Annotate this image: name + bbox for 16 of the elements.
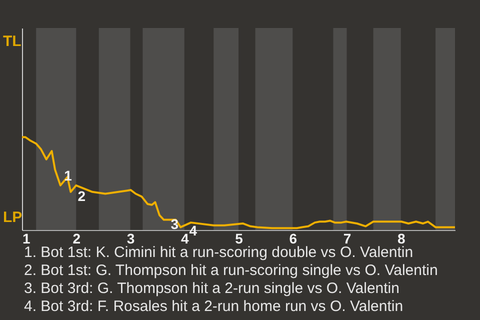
text: TL — [3, 33, 22, 50]
annotation: 2 — [78, 188, 86, 204]
x-tick-label: 5 — [235, 230, 244, 246]
x-tick-label: 8 — [397, 230, 406, 246]
x-tick-label: 6 — [289, 230, 298, 246]
x-tick-label: 7 — [343, 230, 352, 246]
annotation: 3 — [170, 216, 179, 232]
x-tick-label: 3 — [126, 230, 135, 246]
text: LP — [3, 209, 22, 226]
x-tick-label: 1 — [22, 230, 30, 246]
x-tick-label: 4 — [180, 230, 189, 246]
text: 2. Bot 1st: G. Thompson hit a run-scoring single vs O. Valentin — [24, 262, 438, 280]
text: 4. Bot 3rd: F. Rosales hit a 2-run home run vs O. Valentin — [24, 298, 404, 316]
text: 1. Bot 1st: K. Cimini hit a run-scoring double vs O. Valentin — [24, 244, 414, 262]
text: 3. Bot 3rd: G. Thompson hit a 2-run single vs O. Valentin — [24, 280, 400, 298]
x-tick-label: 2 — [72, 230, 81, 246]
